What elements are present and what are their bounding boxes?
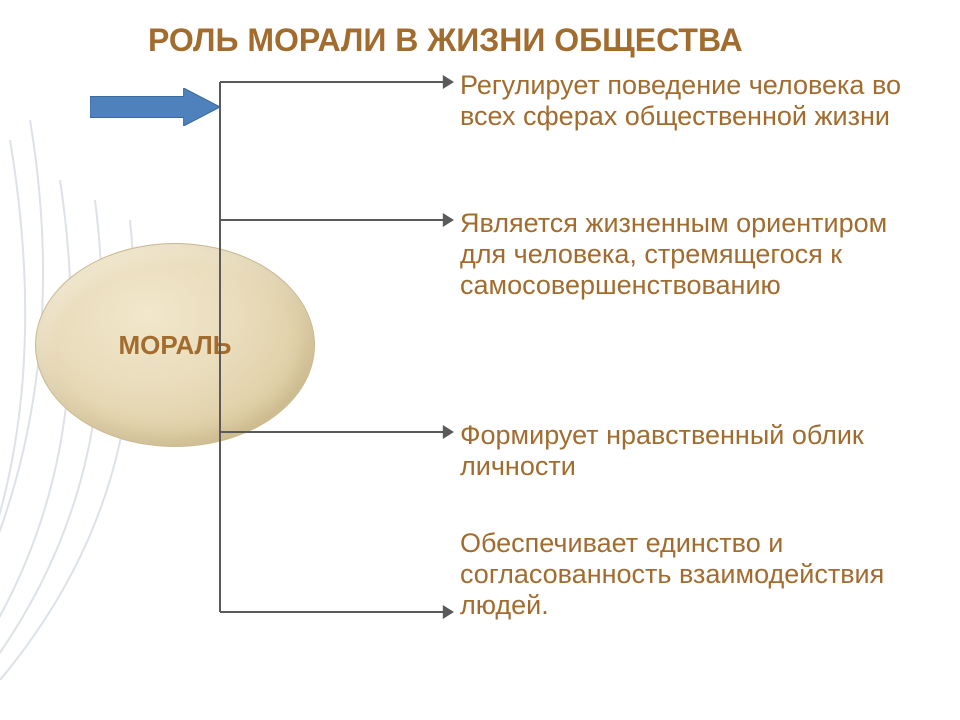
item-text-3: Формирует нравственный облик личности	[460, 420, 920, 482]
item-text-2: Является жизненным ориентиром для челове…	[460, 208, 940, 301]
item-text-1: Регулирует поведение человека во всех сф…	[460, 70, 910, 132]
item-text-4: Обеспечивает единство и согласованность …	[460, 528, 920, 621]
